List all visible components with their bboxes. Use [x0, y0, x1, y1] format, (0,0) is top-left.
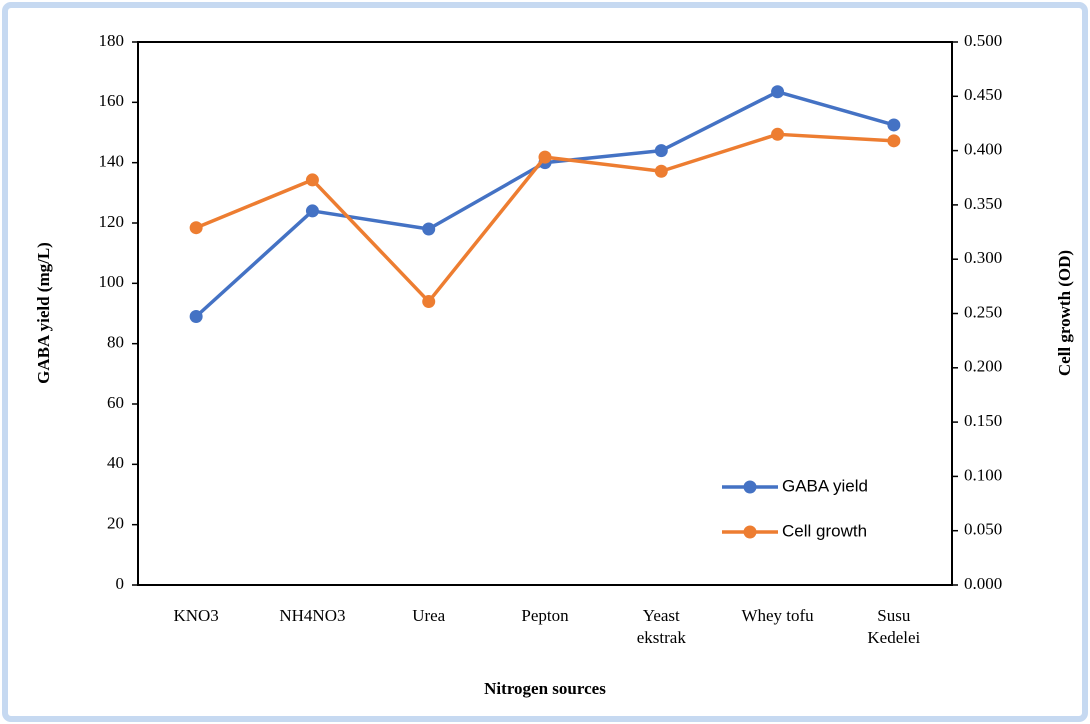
x-tick-label: Pepton [521, 606, 569, 625]
y2-tick-label: 0.100 [964, 465, 1002, 484]
x-tick-label: NH4NO3 [279, 606, 346, 625]
y2-tick-label: 0.050 [964, 520, 1002, 539]
x-tick-label: Yeast ekstrak [636, 606, 686, 647]
y2-tick-label: 0.350 [964, 194, 1002, 213]
point [538, 150, 552, 164]
y2-tick-label: 0.200 [964, 357, 1002, 376]
y-tick-label: 180 [99, 31, 125, 50]
y-tick-label: 60 [107, 393, 124, 412]
x-axis-title: Nitrogen sources [484, 679, 606, 698]
point [771, 85, 785, 99]
y-tick-label: 100 [99, 272, 125, 291]
y2-tick-label: 0.150 [964, 411, 1002, 430]
point [771, 127, 785, 141]
y-tick-label: 140 [99, 152, 125, 171]
legend-label: GABA yield [782, 476, 868, 495]
y-tick-label: 20 [107, 514, 124, 533]
x-tick-label: Urea [412, 606, 446, 625]
y-tick-label: 120 [99, 212, 125, 231]
point [189, 310, 203, 324]
point [305, 204, 319, 218]
x-tick-label: Susu Kedelei [867, 606, 921, 647]
point [422, 222, 436, 236]
point [305, 173, 319, 187]
y2-tick-label: 0.250 [964, 302, 1002, 321]
y2-axis-title: Cell growth (OD) [1055, 250, 1074, 376]
y2-tick-label: 0.300 [964, 248, 1002, 267]
x-tick-label: Whey tofu [741, 606, 814, 625]
y-axis-title: GABA yield (mg/L) [34, 242, 53, 384]
y-tick-label: 80 [107, 333, 124, 352]
legend-marker [743, 525, 757, 539]
point [422, 295, 436, 309]
y-tick-label: 40 [107, 453, 124, 472]
legend-label: Cell growth [782, 521, 867, 540]
point [189, 221, 203, 235]
x-tick-label: KNO3 [173, 606, 219, 625]
point [654, 144, 668, 158]
point [887, 134, 901, 148]
y-tick-label: 0 [116, 574, 125, 593]
y2-tick-label: 0.500 [964, 31, 1002, 50]
point [887, 118, 901, 132]
y2-tick-label: 0.000 [964, 574, 1002, 593]
y2-tick-label: 0.400 [964, 140, 1002, 159]
y-tick-label: 160 [99, 91, 125, 110]
point [654, 164, 668, 178]
legend-marker [743, 480, 757, 494]
y2-tick-label: 0.450 [964, 85, 1002, 104]
